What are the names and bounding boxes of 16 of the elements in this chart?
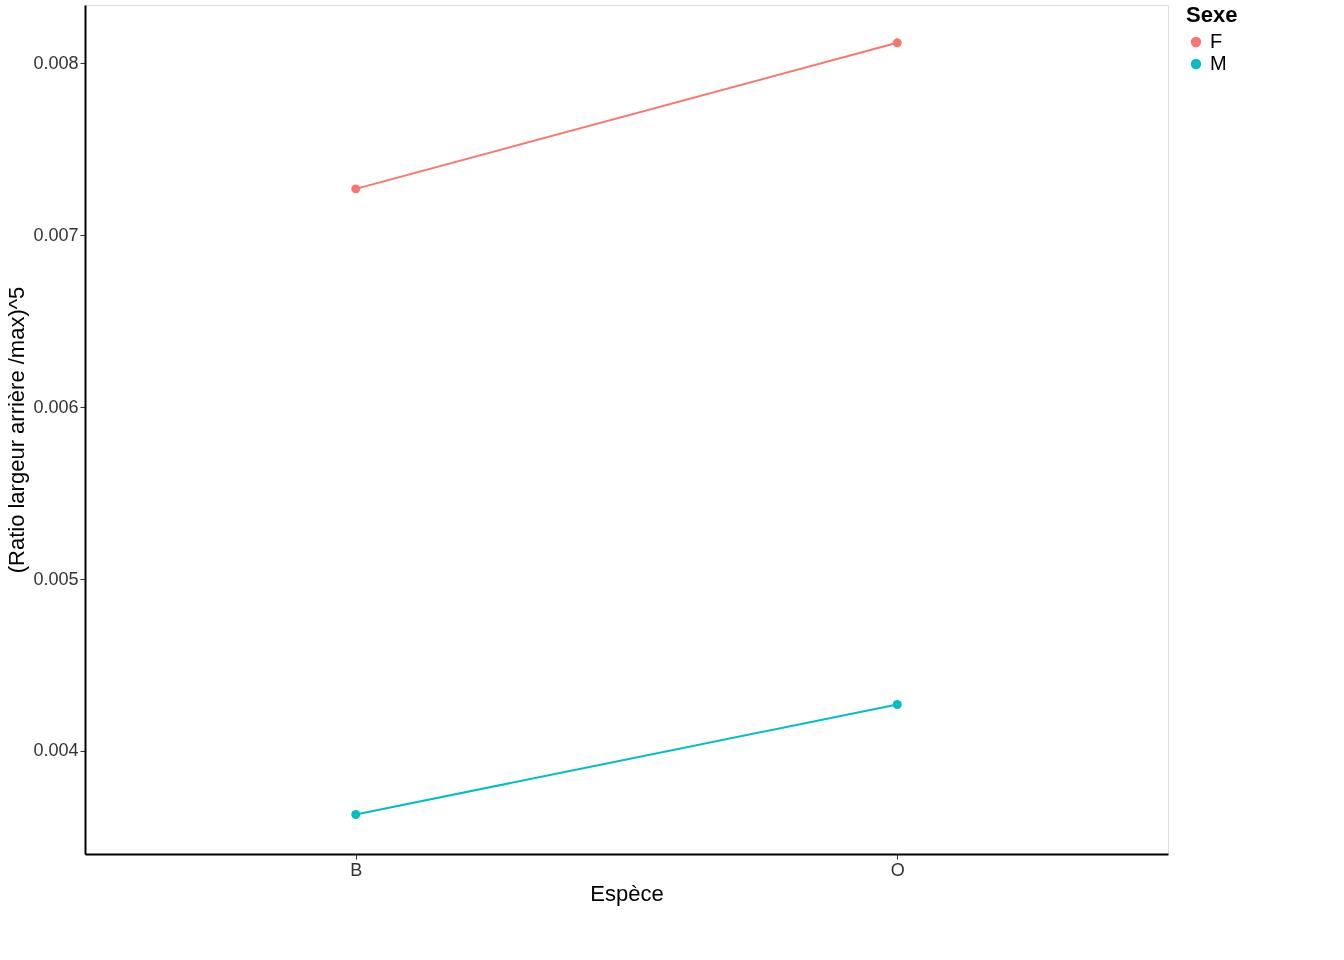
legend-label: M: [1210, 52, 1227, 74]
point: [892, 700, 902, 709]
legend-label: F: [1210, 30, 1223, 52]
y-tick-label: 0.008: [33, 52, 79, 73]
x-axis-title: Espèce: [590, 880, 664, 906]
point: [351, 184, 361, 194]
x-tick-label: O: [890, 859, 905, 880]
y-tick-label: 0.004: [33, 740, 79, 761]
point: [351, 810, 361, 819]
y-tick-label: 0.007: [33, 224, 79, 245]
y-tick-label: 0.006: [33, 396, 79, 417]
y-tick-label: 0.005: [33, 568, 79, 589]
x-tick-label: B: [350, 859, 363, 880]
point: [892, 38, 902, 48]
legend-title: Sexe: [1186, 2, 1238, 27]
y-axis-title: (Ratio largeur arrière /max)^5: [4, 286, 30, 574]
